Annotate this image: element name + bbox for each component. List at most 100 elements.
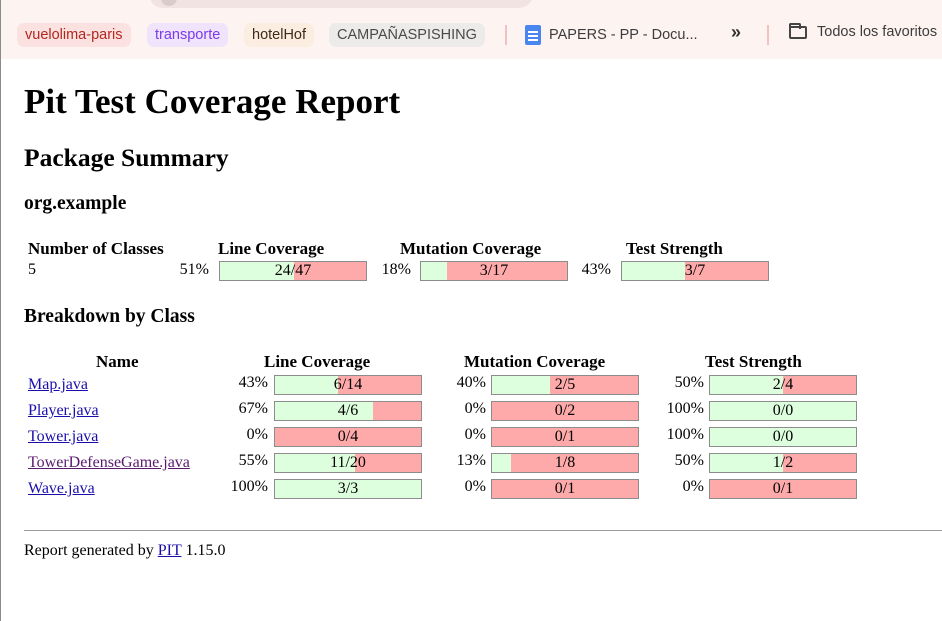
line-coverage-pct: 55% (238, 452, 268, 469)
breakdown-header-strength: Test Strength (705, 352, 802, 371)
mutation-coverage-bar: 1/8 (491, 453, 639, 473)
mutation-coverage-pct: 13% (456, 452, 486, 469)
coverage-fill (710, 454, 783, 472)
strength-coverage-pct: 0% (682, 478, 704, 495)
footer-prefix: Report generated by (24, 542, 154, 559)
google-docs-icon (525, 25, 541, 45)
summary-strength-bar: 3/7 (621, 261, 769, 281)
bookmarks-overflow-button[interactable]: » (731, 22, 742, 42)
mutation-coverage-bar: 0/1 (491, 479, 639, 499)
coverage-fill (710, 428, 856, 446)
coverage-fill (275, 480, 421, 498)
bookmark-separator (505, 25, 507, 45)
mutation-coverage-count: 2/5 (554, 376, 576, 393)
page-title: Pit Test Coverage Report (24, 82, 401, 121)
bookmark-transporte[interactable]: transporte (147, 23, 229, 47)
mutation-coverage-pct: 40% (456, 374, 486, 391)
strength-coverage-bar: 0/0 (709, 427, 857, 447)
strength-coverage-pct: 100% (666, 426, 704, 443)
mutation-coverage-bar: 0/2 (491, 401, 639, 421)
line-coverage-count: 4/6 (337, 402, 359, 419)
coverage-fill (421, 262, 448, 280)
breakdown-header-mutation: Mutation Coverage (464, 352, 606, 371)
class-link[interactable]: Player.java (28, 402, 99, 419)
strength-coverage-bar: 1/2 (709, 453, 857, 473)
strength-coverage-count: 0/0 (772, 428, 794, 445)
strength-coverage-count: 0/0 (772, 402, 794, 419)
summary-line-count: 24/47 (274, 262, 312, 279)
mutation-coverage-count: 0/1 (554, 428, 576, 445)
strength-coverage-pct: 100% (666, 400, 704, 417)
coverage-fill (275, 402, 373, 420)
strength-coverage-pct: 50% (674, 452, 704, 469)
mutation-coverage-bar: 0/1 (491, 427, 639, 447)
class-link[interactable]: Wave.java (28, 480, 95, 497)
summary-strength-count: 3/7 (684, 262, 706, 279)
line-coverage-count: 3/3 (337, 480, 359, 497)
mutation-coverage-pct: 0% (464, 400, 486, 417)
summary-header-line: Line Coverage (218, 239, 325, 258)
bookmark-papers-doc-label: PAPERS - PP - Docu... (549, 27, 698, 43)
coverage-fill (275, 376, 338, 394)
coverage-fill (220, 262, 295, 280)
strength-coverage-pct: 50% (674, 374, 704, 391)
folder-icon (789, 22, 807, 39)
mutation-coverage-pct: 0% (464, 426, 486, 443)
package-summary-heading: Package Summary (24, 143, 229, 172)
bookmark-separator (767, 25, 769, 45)
line-coverage-bar: 3/3 (274, 479, 422, 499)
summary-header-mutation: Mutation Coverage (400, 239, 542, 258)
class-link[interactable]: Map.java (28, 376, 88, 393)
bookmark-hotelhof[interactable]: hotelHof (244, 23, 315, 47)
line-coverage-pct: 0% (246, 426, 268, 443)
breakdown-header-line: Line Coverage (264, 352, 371, 371)
summary-strength-pct: 43% (581, 261, 611, 278)
line-coverage-bar: 4/6 (274, 401, 422, 421)
bookmark-campanaspishing[interactable]: CAMPAÑASPISHING (329, 23, 485, 47)
footer-divider (24, 530, 942, 531)
line-coverage-count: 6/14 (333, 376, 363, 393)
all-bookmarks-label: Todos los favoritos (817, 24, 938, 40)
pit-link[interactable]: PIT (157, 542, 182, 559)
summary-mutation-bar: 3/17 (420, 261, 568, 281)
line-coverage-bar: 11/20 (274, 453, 422, 473)
strength-coverage-bar: 0/0 (709, 401, 857, 421)
breakdown-header-name: Name (96, 352, 139, 371)
report-footer: Report generated by PIT 1.15.0 (24, 542, 225, 560)
strength-coverage-count: 1/2 (772, 454, 794, 471)
line-coverage-pct: 100% (230, 478, 268, 495)
bookmark-papers-doc[interactable]: PAPERS - PP - Docu... (525, 24, 698, 46)
strength-coverage-bar: 0/1 (709, 479, 857, 499)
site-icon (161, 0, 177, 6)
address-bar-edge (149, 0, 533, 8)
coverage-fill (492, 454, 511, 472)
line-coverage-pct: 67% (238, 400, 268, 417)
line-coverage-bar: 6/14 (274, 375, 422, 395)
mutation-coverage-pct: 0% (464, 478, 486, 495)
mutation-coverage-count: 0/1 (554, 480, 576, 497)
mutation-coverage-count: 1/8 (554, 454, 576, 471)
bookmark-vuelolima-paris[interactable]: vuelolima-paris (17, 23, 131, 47)
summary-mutation-count: 3/17 (479, 262, 509, 279)
summary-class-count: 5 (28, 261, 36, 278)
footer-version: 1.15.0 (185, 542, 226, 559)
class-link[interactable]: TowerDefenseGame.java (28, 454, 190, 471)
summary-mutation-pct: 18% (381, 261, 411, 278)
line-coverage-count: 11/20 (330, 454, 366, 471)
line-coverage-pct: 43% (238, 374, 268, 391)
strength-coverage-bar: 2/4 (709, 375, 857, 395)
strength-coverage-count: 0/1 (772, 480, 794, 497)
package-name: org.example (24, 193, 127, 214)
coverage-fill (622, 262, 685, 280)
coverage-fill (710, 376, 783, 394)
coverage-fill (492, 376, 551, 394)
all-bookmarks-folder[interactable]: Todos los favoritos (789, 22, 938, 40)
breakdown-heading: Breakdown by Class (24, 306, 195, 327)
class-link[interactable]: Tower.java (28, 428, 99, 445)
coverage-fill (275, 454, 356, 472)
line-coverage-count: 0/4 (337, 428, 359, 445)
summary-line-pct: 51% (179, 261, 209, 278)
summary-line-bar: 24/47 (219, 261, 367, 281)
coverage-fill (710, 402, 856, 420)
bookmarks-bar: vuelolima-paris transporte hotelHof CAMP… (1, 0, 942, 59)
